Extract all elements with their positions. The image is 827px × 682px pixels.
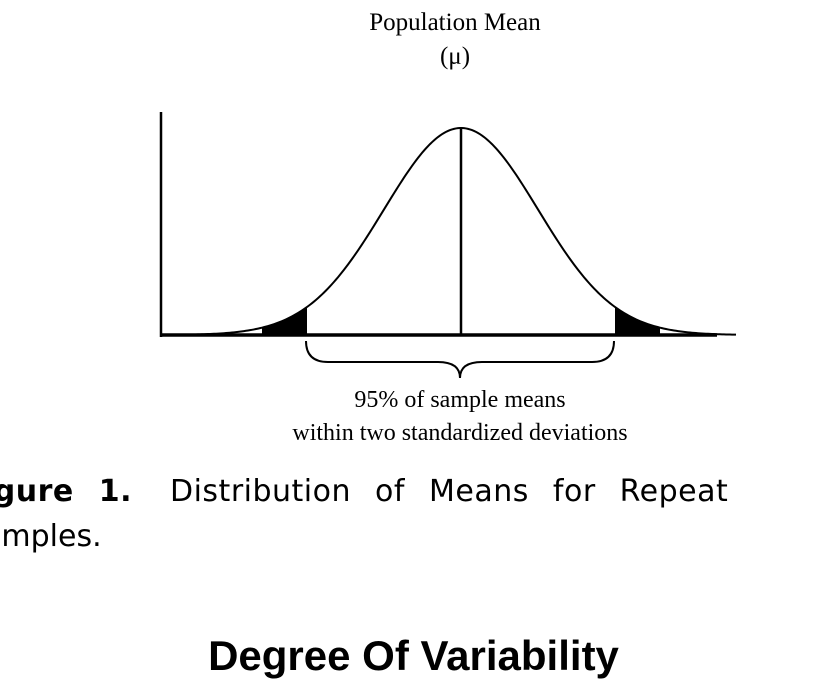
figure-caption-continued: amples.: [0, 519, 102, 554]
interval-brace: [305, 340, 615, 379]
figure-title: Population Mean: [369, 9, 541, 36]
caption-label: igure 1.: [0, 474, 132, 509]
figure-title-symbol: (μ): [439, 43, 471, 70]
interval-note-continued: within two standardized deviations: [292, 420, 628, 446]
figure-caption: igure 1. Distribution of Means for Repeat: [0, 469, 728, 515]
interval-note: 95% of sample means: [354, 387, 566, 413]
caption-text: Distribution of Means for Repeat: [169, 474, 729, 509]
section-heading: Degree Of Variability: [208, 632, 619, 679]
normal-distribution-diagram: [159, 112, 737, 379]
